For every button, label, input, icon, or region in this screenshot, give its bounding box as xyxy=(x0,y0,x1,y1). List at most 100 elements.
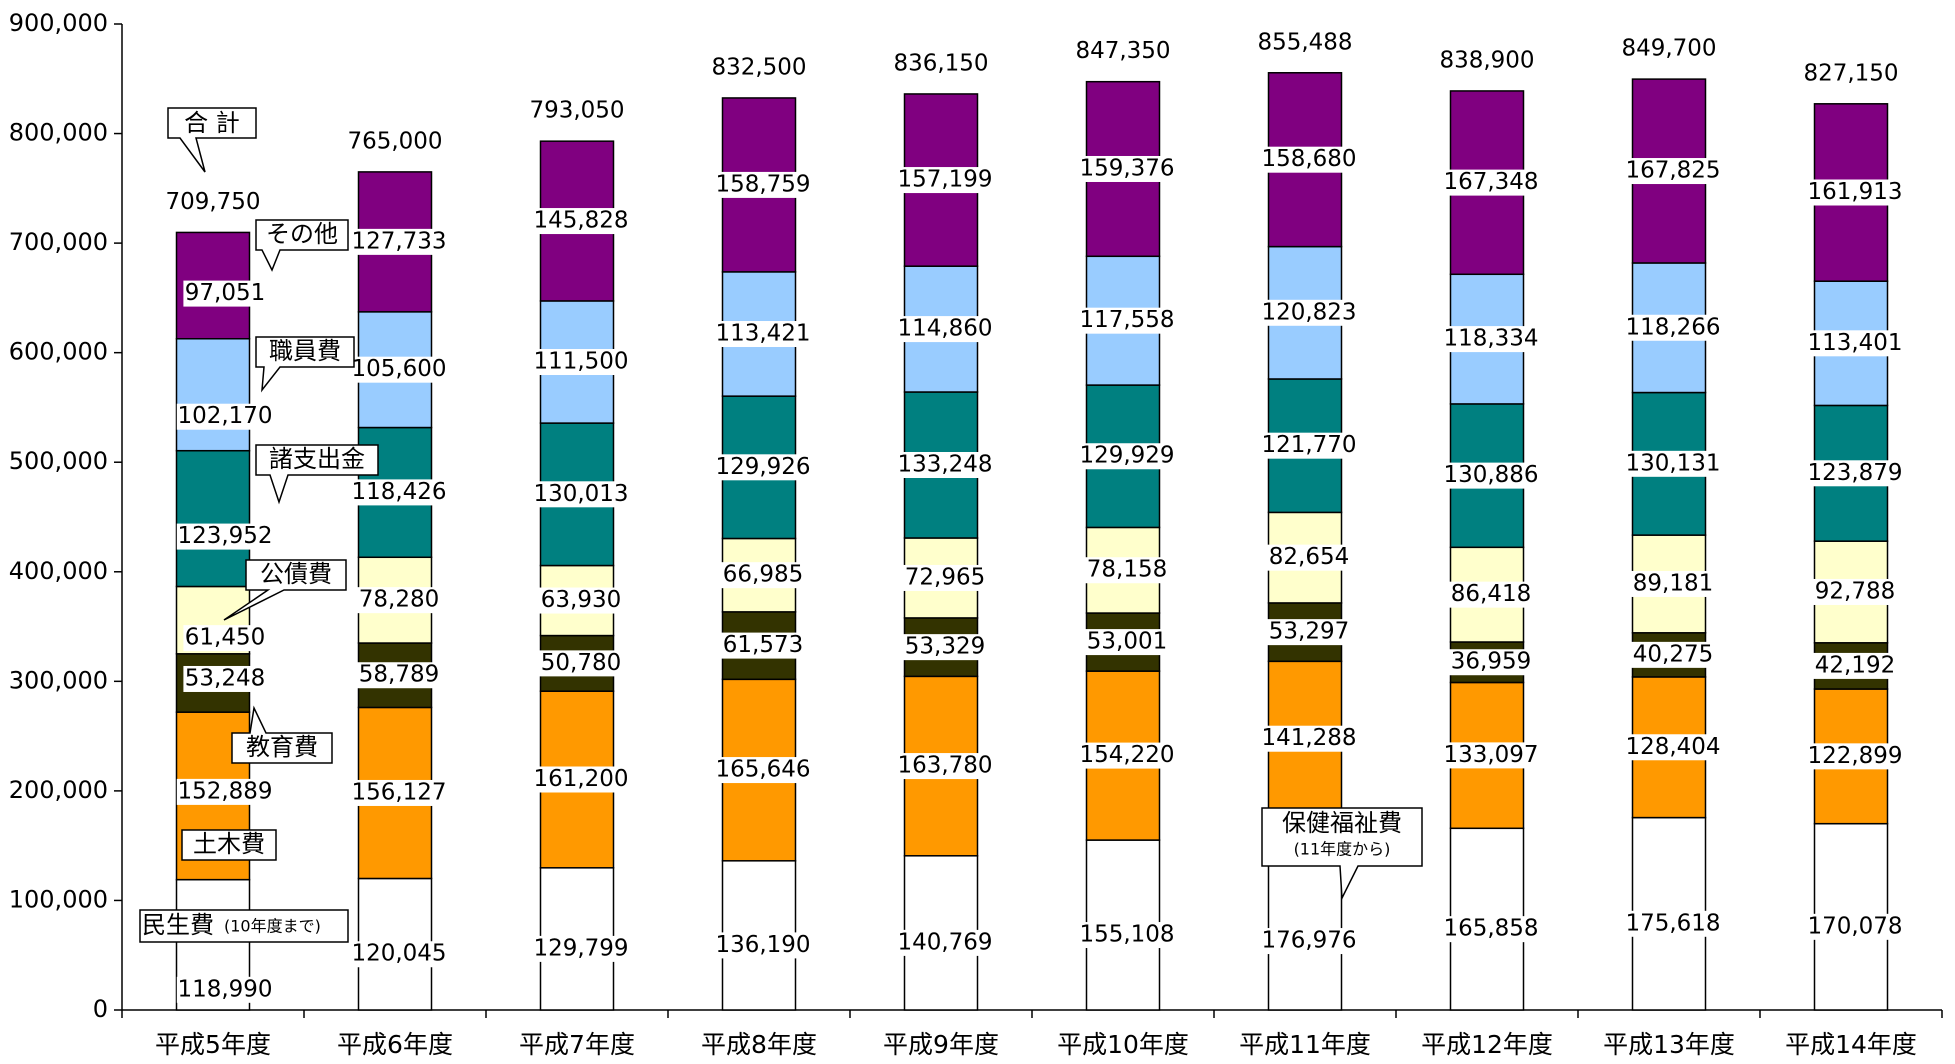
value-label-bg xyxy=(903,564,987,591)
callout-shokuin-shape xyxy=(255,336,355,393)
total-label: 847,350 xyxy=(1075,38,1170,64)
value-label-minsei: 170,078 xyxy=(1807,913,1902,939)
value-label-bg xyxy=(1806,179,1904,206)
callout-doboku-text: 土木費 xyxy=(193,830,265,858)
value-label-bg xyxy=(1631,570,1715,597)
value-label-bg xyxy=(721,632,805,659)
x-category-label: 平成10年度 xyxy=(1057,1030,1189,1059)
value-label-shokuin: 117,558 xyxy=(1079,307,1174,333)
value-label-bg xyxy=(1624,910,1722,937)
y-tick-label: 300,000 xyxy=(9,666,108,694)
value-label-bg xyxy=(896,451,994,478)
value-label-shoshishutsu: 123,879 xyxy=(1807,460,1902,486)
callout-shoshishutsu: 諸支出金 xyxy=(255,444,379,505)
value-label-sonota: 161,913 xyxy=(1807,179,1902,205)
value-label-kosai: 63,930 xyxy=(541,587,621,613)
value-label-shoshishutsu: 118,426 xyxy=(351,479,446,505)
value-label-bg xyxy=(714,454,812,481)
value-label-doboku: 154,220 xyxy=(1079,742,1174,768)
callout-hoken-text: 保健福祉費 xyxy=(1282,809,1402,837)
value-label-doboku: 161,200 xyxy=(533,766,628,792)
value-label-minsei: 136,190 xyxy=(715,932,810,958)
callout-kosai: 公債費 xyxy=(223,559,347,621)
value-label-bg xyxy=(1267,619,1351,646)
value-label-bg xyxy=(1442,326,1540,353)
value-label-shoshishutsu: 133,248 xyxy=(897,451,992,477)
value-label-bg xyxy=(1442,916,1540,943)
value-label-bg xyxy=(1624,734,1722,761)
x-category-label: 平成5年度 xyxy=(155,1030,271,1059)
value-label-bg xyxy=(1078,155,1176,182)
callout-shoshishutsu-shape xyxy=(255,444,379,505)
value-label-doboku: 128,404 xyxy=(1625,734,1720,760)
callout-minsei: 民生費 (10年度まで) xyxy=(139,909,349,943)
value-label-kyoiku: 40,275 xyxy=(1633,641,1713,667)
value-label-shoshishutsu: 130,013 xyxy=(533,481,628,507)
value-label-sonota: 145,828 xyxy=(533,208,628,234)
callout-total-text: 合 計 xyxy=(184,109,240,137)
value-label-kyoiku: 36,959 xyxy=(1451,649,1531,675)
value-label-doboku: 122,899 xyxy=(1807,743,1902,769)
total-label: 832,500 xyxy=(711,54,806,80)
value-label-bg xyxy=(1624,450,1722,477)
value-label-bg xyxy=(532,766,630,793)
callout-total-shape xyxy=(167,107,257,173)
value-label-bg xyxy=(183,665,267,692)
value-label-kyoiku: 42,192 xyxy=(1815,652,1895,678)
value-label-bg xyxy=(1813,578,1897,605)
value-label-doboku: 163,780 xyxy=(897,753,992,779)
callout-doboku-shape xyxy=(181,829,277,861)
value-label-kosai: 72,965 xyxy=(905,564,985,590)
value-label-shokuin: 120,823 xyxy=(1261,299,1356,325)
value-label-doboku: 133,097 xyxy=(1443,742,1538,768)
value-label-bg xyxy=(1806,913,1904,940)
callout-sonota-shape xyxy=(255,219,349,272)
value-label-bg xyxy=(532,349,630,376)
value-label-bg xyxy=(1449,649,1533,676)
value-label-bg xyxy=(539,587,623,614)
callout-kyoiku-shape xyxy=(231,705,333,764)
value-label-bg xyxy=(1631,641,1715,668)
value-label-bg xyxy=(1806,743,1904,770)
value-label-bg xyxy=(1260,146,1358,173)
value-label-bg xyxy=(1806,330,1904,357)
value-label-kosai: 78,158 xyxy=(1087,557,1167,583)
value-label-kosai: 78,280 xyxy=(359,587,439,613)
value-label-shoshishutsu: 121,770 xyxy=(1261,432,1356,458)
value-label-bg xyxy=(896,929,994,956)
value-label-bg xyxy=(350,479,448,506)
x-category-label: 平成8年度 xyxy=(701,1030,817,1059)
value-label-shoshishutsu: 130,886 xyxy=(1443,462,1538,488)
y-tick-label: 100,000 xyxy=(9,885,108,913)
y-tick-label: 700,000 xyxy=(9,228,108,256)
value-label-kosai: 86,418 xyxy=(1451,581,1531,607)
value-label-kyoiku: 53,297 xyxy=(1269,619,1349,645)
callout-shokuin-text: 職員費 xyxy=(269,337,341,365)
value-label-kyoiku: 50,780 xyxy=(541,650,621,676)
value-label-bg xyxy=(176,403,274,430)
x-category-label: 平成13年度 xyxy=(1603,1030,1735,1059)
value-label-shoshishutsu: 130,131 xyxy=(1625,450,1720,476)
value-label-bg xyxy=(1085,629,1169,656)
x-category-label: 平成11年度 xyxy=(1239,1030,1371,1059)
value-label-bg xyxy=(1260,299,1358,326)
value-label-shokuin: 118,334 xyxy=(1443,326,1538,352)
value-label-bg xyxy=(1085,557,1169,584)
callout-minsei-text: 民生費 xyxy=(142,911,214,939)
value-label-bg xyxy=(1813,652,1897,679)
value-label-bg xyxy=(183,280,267,307)
value-label-bg xyxy=(350,779,448,806)
value-label-bg xyxy=(1260,725,1358,752)
value-label-bg xyxy=(350,228,448,255)
x-category-label: 平成9年度 xyxy=(883,1030,999,1059)
total-label: 765,000 xyxy=(347,128,442,154)
value-label-bg xyxy=(896,753,994,780)
value-label-kosai: 61,450 xyxy=(185,625,265,651)
value-label-minsei: 165,858 xyxy=(1443,916,1538,942)
callout-kyoiku: 教育費 xyxy=(231,705,333,764)
total-label: 793,050 xyxy=(529,98,624,124)
axes: 0 100,000 200,000 300,000 400,000 500,000 600,… xyxy=(9,9,1943,1059)
value-label-kyoiku: 53,329 xyxy=(905,634,985,660)
y-tick-label: 500,000 xyxy=(9,447,108,475)
